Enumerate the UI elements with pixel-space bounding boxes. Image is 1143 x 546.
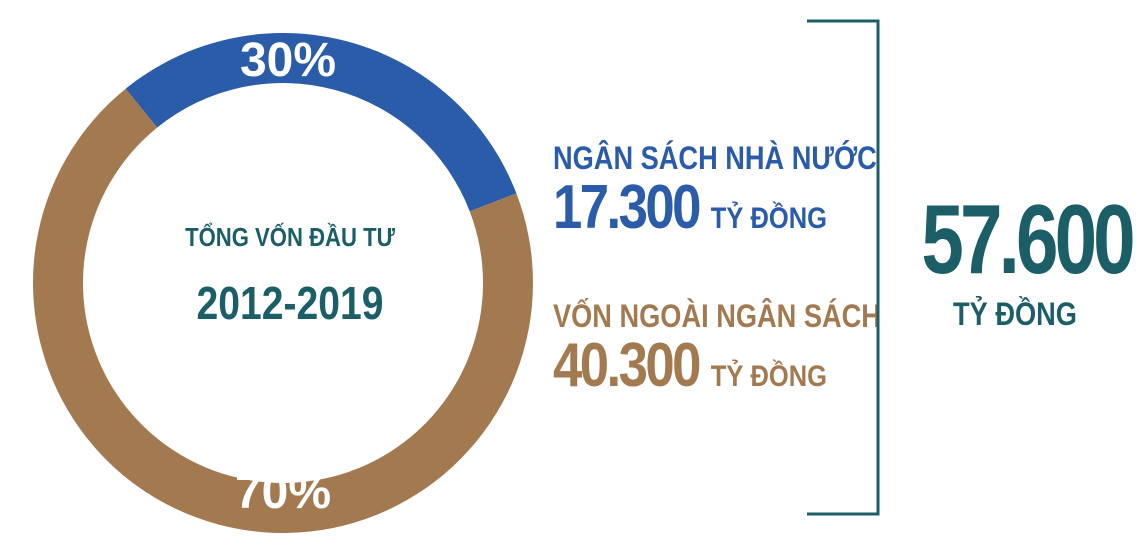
legend-non-budget: VỐN NGOÀI NGÂN SÁCH 40.300 TỶ ĐỒNG — [553, 298, 939, 397]
slice-label-70: 70% — [235, 466, 331, 519]
legend-value-non-budget: 40.300 — [553, 331, 701, 400]
legend-unit-state-budget: TỶ ĐỒNG — [710, 202, 827, 235]
legend-unit-non-budget: TỶ ĐỒNG — [710, 360, 827, 393]
total-unit: TỶ ĐỒNG — [953, 296, 1077, 332]
legend-value-state-budget: 17.300 — [553, 173, 701, 242]
legend-label-state-budget: NGÂN SÁCH NHÀ NƯỚC — [553, 140, 877, 176]
total-value: 57.600 — [921, 184, 1135, 294]
slice-label-30: 30% — [240, 34, 336, 87]
legend-label-non-budget: VỐN NGOÀI NGÂN SÁCH — [553, 298, 881, 334]
slice-non-budget — [32, 88, 534, 534]
slice-state-budget — [125, 33, 517, 212]
donut-chart: 30% 70% — [32, 33, 534, 534]
center-title: TỔNG VỐN ĐẦU TƯ — [185, 222, 395, 252]
legend-state-budget: NGÂN SÁCH NHÀ NƯỚC 17.300 TỶ ĐỒNG — [553, 140, 934, 239]
center-subtitle: 2012-2019 — [196, 277, 384, 329]
total-bracket — [807, 19, 880, 516]
